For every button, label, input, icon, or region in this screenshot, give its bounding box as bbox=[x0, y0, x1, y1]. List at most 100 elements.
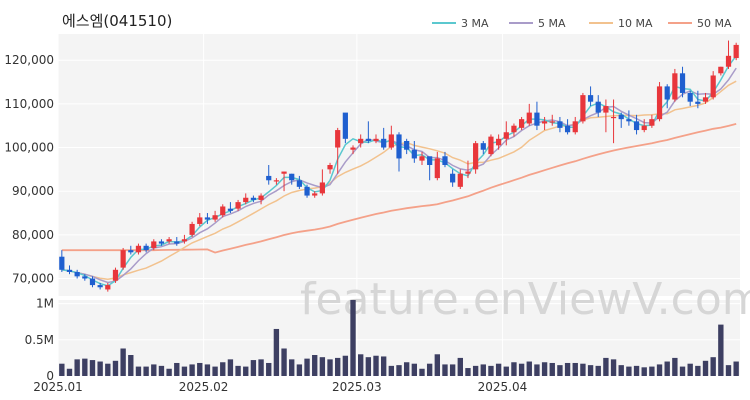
candle-body bbox=[649, 119, 655, 126]
volume-bar bbox=[572, 362, 578, 376]
candle-body bbox=[74, 271, 80, 277]
volume-bar bbox=[189, 364, 195, 376]
candle-body bbox=[549, 121, 555, 123]
volume-bar bbox=[488, 365, 494, 376]
volume-bar bbox=[564, 362, 571, 376]
candle-body bbox=[557, 121, 563, 128]
candle-body bbox=[442, 156, 448, 165]
candle-body bbox=[503, 132, 509, 139]
candle-body bbox=[89, 278, 96, 286]
volume-bar bbox=[396, 365, 402, 376]
volume-bar bbox=[204, 364, 211, 376]
volume-bar bbox=[358, 354, 364, 376]
volume-bar bbox=[120, 348, 126, 376]
volume-bar bbox=[702, 360, 709, 376]
volume-bar bbox=[434, 354, 440, 376]
candle-body bbox=[151, 241, 157, 248]
volume-bar bbox=[89, 360, 96, 376]
candle-body bbox=[105, 285, 111, 290]
axis-layer: 70,000 80,000 90,000 100,000 110,000 120,000 0… bbox=[4, 53, 527, 394]
volume-bar bbox=[503, 366, 509, 376]
candle-body bbox=[672, 73, 678, 100]
candle-body bbox=[388, 134, 394, 148]
price-tick-label: 90,000 bbox=[12, 184, 54, 198]
candle-body bbox=[580, 95, 586, 122]
candle-body bbox=[319, 182, 325, 194]
volume-bar bbox=[541, 362, 548, 376]
volume-bar bbox=[166, 368, 172, 376]
candle-body bbox=[427, 156, 433, 165]
volume-bar bbox=[266, 362, 272, 376]
candle-body bbox=[373, 138, 379, 141]
candle-body bbox=[564, 125, 571, 133]
volume-bar bbox=[718, 324, 724, 376]
volume-bar bbox=[350, 300, 356, 376]
volume-bar bbox=[388, 365, 395, 376]
volume-bar bbox=[733, 361, 739, 376]
legend-label: 5 MA bbox=[538, 17, 566, 30]
candle-body bbox=[174, 241, 180, 244]
volume-bar bbox=[258, 359, 264, 376]
candle-body bbox=[143, 245, 149, 251]
candle-body bbox=[112, 269, 119, 281]
volume-bar bbox=[595, 365, 601, 376]
date-tick-label: 2025.03 bbox=[332, 380, 382, 394]
volume-bar bbox=[281, 348, 287, 376]
candle-body bbox=[227, 208, 234, 211]
legend-item: 3 MA bbox=[432, 17, 489, 30]
candle-body bbox=[59, 256, 65, 270]
legend-label: 3 MA bbox=[461, 17, 489, 30]
volume-bar bbox=[327, 359, 333, 376]
candle-body bbox=[266, 175, 272, 181]
candle-body bbox=[220, 206, 226, 216]
volume-bar bbox=[319, 357, 326, 376]
price-tick-label: 70,000 bbox=[12, 272, 54, 286]
volume-bar bbox=[549, 362, 555, 376]
legend-label: 50 MA bbox=[697, 17, 732, 30]
volume-bar bbox=[59, 363, 65, 376]
legend-label: 10 MA bbox=[618, 17, 653, 30]
candle-body bbox=[457, 173, 463, 187]
volume-bar bbox=[243, 366, 249, 376]
candle-body bbox=[411, 149, 417, 159]
volume-bar bbox=[633, 365, 640, 376]
legend-item: 50 MA bbox=[668, 17, 732, 30]
date-tick-label: 2025.02 bbox=[179, 380, 229, 394]
volume-bar bbox=[672, 357, 678, 376]
candle-body bbox=[633, 121, 640, 131]
volume-bar bbox=[289, 359, 295, 376]
volume-bar bbox=[197, 362, 203, 376]
volume-bar bbox=[411, 363, 418, 376]
candle-body bbox=[350, 147, 356, 150]
candle-body bbox=[526, 112, 532, 124]
candle-body bbox=[235, 202, 241, 209]
candle-body bbox=[197, 217, 203, 224]
candle-body bbox=[335, 130, 341, 148]
volume-bar bbox=[235, 365, 241, 376]
candle-body bbox=[610, 116, 617, 119]
candle-body bbox=[258, 195, 264, 200]
volume-bar bbox=[465, 368, 471, 376]
candle-body bbox=[480, 143, 486, 150]
candle-body bbox=[541, 121, 548, 124]
volume-bar bbox=[495, 363, 502, 376]
volume-bar bbox=[181, 366, 188, 376]
candle-body bbox=[710, 75, 716, 98]
volume-bar bbox=[304, 358, 310, 376]
candle-body bbox=[358, 138, 364, 144]
volume-bar bbox=[449, 364, 456, 376]
volume-bar bbox=[151, 364, 157, 376]
volume-plot-background bbox=[58, 300, 740, 376]
volume-bar bbox=[403, 362, 410, 376]
candle-body bbox=[718, 66, 724, 74]
volume-bar bbox=[656, 364, 663, 376]
volume-bar bbox=[112, 360, 119, 376]
candle-body bbox=[66, 269, 73, 272]
volume-bar bbox=[695, 365, 701, 376]
volume-bar bbox=[82, 358, 88, 376]
candle-body bbox=[450, 173, 456, 183]
volume-bar bbox=[511, 362, 517, 376]
candle-body bbox=[656, 86, 663, 120]
candle-body bbox=[434, 158, 440, 179]
